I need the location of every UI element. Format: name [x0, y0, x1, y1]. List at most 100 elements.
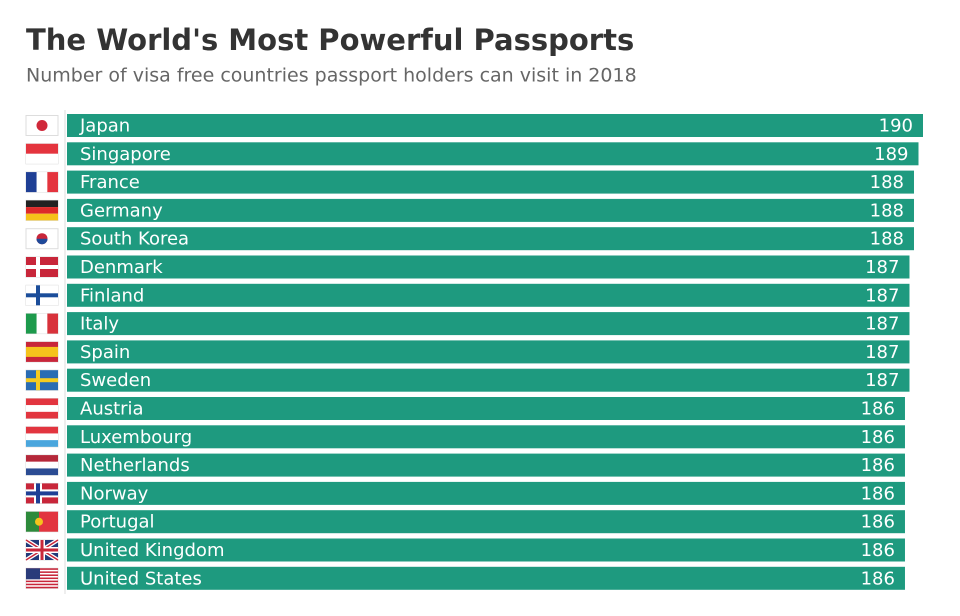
- flag-stripe: [26, 200, 58, 208]
- category-label: Spain: [80, 342, 130, 363]
- flag-emblem: [36, 120, 48, 131]
- category-label: Norway: [80, 483, 149, 504]
- flag-stripe: [26, 491, 58, 496]
- bar: [67, 283, 910, 307]
- flag-stripe: [26, 574, 58, 576]
- value-label: 188: [870, 172, 904, 193]
- bar: [67, 538, 905, 562]
- flag-stripe: [26, 455, 58, 462]
- flag: [25, 313, 59, 335]
- flag-stripe: [26, 433, 58, 441]
- category-label: United Kingdom: [80, 540, 224, 561]
- value-label: 190: [879, 116, 913, 137]
- category-label: Portugal: [80, 512, 155, 533]
- category-label: Sweden: [80, 370, 151, 391]
- flag-stripe: [47, 172, 58, 193]
- flag-stripe: [26, 568, 58, 570]
- bar: [67, 510, 905, 534]
- value-label: 188: [870, 229, 904, 250]
- flag-stripe: [26, 346, 58, 357]
- bar: [67, 255, 910, 279]
- value-label: 186: [861, 512, 895, 533]
- bar: [67, 368, 910, 392]
- flag-stripe: [26, 468, 58, 476]
- flag-stripe: [26, 213, 58, 221]
- category-label: Germany: [80, 200, 163, 221]
- flag-stripe: [26, 583, 58, 586]
- flag: [25, 341, 59, 363]
- bar: [67, 170, 914, 194]
- flag: [25, 369, 59, 391]
- flag: [25, 567, 59, 589]
- flag-stripe: [26, 411, 58, 419]
- category-label: Denmark: [80, 257, 163, 278]
- flag: [25, 143, 59, 165]
- bar: [67, 453, 905, 477]
- flag-stripe: [47, 313, 58, 334]
- flag-stripe: [26, 586, 58, 589]
- flag: [25, 115, 59, 136]
- flag-stripe: [26, 568, 40, 580]
- flag-emblem: [36, 238, 48, 245]
- flag: [25, 171, 59, 193]
- bar: [67, 397, 905, 420]
- bar: [67, 312, 910, 336]
- flag-stripe: [36, 172, 48, 193]
- flag-stripe: [26, 143, 58, 154]
- category-label: Netherlands: [80, 455, 190, 476]
- value-label: 186: [861, 399, 895, 420]
- flag-stripe: [36, 313, 48, 334]
- flag: [25, 199, 59, 221]
- value-label: 186: [861, 540, 895, 561]
- flag: [25, 482, 59, 504]
- flag-stripe: [26, 426, 58, 434]
- flag-stripe: [26, 293, 58, 298]
- flag: [25, 228, 59, 250]
- category-label: Finland: [80, 285, 144, 306]
- bar: [67, 481, 905, 505]
- value-label: 187: [865, 342, 899, 363]
- category-label: Austria: [80, 399, 144, 420]
- chart-subtitle: Number of visa free countries passport h…: [26, 65, 637, 87]
- value-label: 188: [870, 200, 904, 221]
- category-label: United States: [80, 568, 202, 589]
- flag: [25, 256, 59, 278]
- flag-stripe: [26, 405, 58, 412]
- flag: [25, 398, 59, 419]
- value-label: 186: [861, 483, 895, 504]
- flag-stripe: [26, 540, 58, 560]
- flag-stripe: [26, 577, 58, 580]
- flag-stripe: [26, 571, 58, 573]
- value-label: 187: [865, 370, 899, 391]
- flag: [25, 426, 59, 448]
- flag: [25, 454, 59, 476]
- value-label: 189: [874, 144, 908, 165]
- bar: [67, 227, 914, 251]
- flag-stripe: [26, 313, 37, 334]
- chart-title: The World's Most Powerful Passports: [26, 23, 634, 57]
- flag: [24, 538, 60, 562]
- bar: [67, 425, 905, 449]
- flag: [25, 511, 59, 533]
- flag-stripe: [26, 398, 58, 406]
- category-label: Luxembourg: [80, 427, 192, 448]
- category-label: South Korea: [80, 229, 189, 250]
- flag-stripe: [26, 172, 37, 193]
- flag-stripe: [26, 265, 58, 269]
- bar: [67, 114, 923, 137]
- value-label: 187: [865, 314, 899, 335]
- value-label: 186: [861, 427, 895, 448]
- flag-stripe: [26, 207, 58, 214]
- flag-stripe: [26, 440, 58, 447]
- flag: [25, 284, 59, 306]
- category-label: Singapore: [80, 144, 171, 165]
- value-label: 187: [865, 257, 899, 278]
- bar: [67, 340, 910, 364]
- category-label: Japan: [79, 116, 130, 137]
- bar: [67, 198, 914, 222]
- flag-stripe: [26, 461, 58, 469]
- value-label: 186: [861, 455, 895, 476]
- category-label: France: [80, 172, 140, 193]
- value-label: 186: [861, 568, 895, 589]
